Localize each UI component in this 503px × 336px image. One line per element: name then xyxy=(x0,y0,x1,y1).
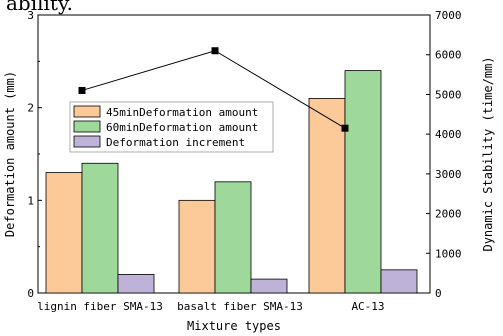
bar-3-3 xyxy=(380,269,418,294)
x-axis: lignin fiber SMA-13 basalt fiber SMA-13 AC… xyxy=(37,300,384,313)
x-axis-title: Mixture types xyxy=(187,319,281,333)
bar-2-3 xyxy=(344,70,382,294)
bar-1-3 xyxy=(308,98,346,294)
legend-label-3: Deformation increment xyxy=(106,136,245,149)
dynamic-stability-point-1 xyxy=(78,86,86,94)
bar-1-2 xyxy=(178,199,216,294)
bar-1-1 xyxy=(45,172,83,294)
dynamic-stability-point-2 xyxy=(211,47,219,55)
bar-2-1 xyxy=(81,162,119,294)
left-tick-label: 1 xyxy=(27,194,34,207)
x-tick-label: lignin fiber SMA-13 xyxy=(37,300,163,313)
right-tick-label: 6000 xyxy=(435,49,462,62)
right-tick-label: 2000 xyxy=(435,208,462,221)
right-tick-label: 4000 xyxy=(435,128,462,141)
legend: 45minDeformation amount 60minDeformation … xyxy=(69,101,274,153)
x-tick-label: AC-13 xyxy=(351,300,384,313)
dynamic-stability-point-3 xyxy=(341,124,349,132)
right-y-axis: 0 1000 2000 3000 4000 5000 6000 7000 xyxy=(426,9,462,300)
bar-3-2 xyxy=(250,278,288,294)
legend-swatch-3 xyxy=(73,135,101,148)
bars-group xyxy=(45,70,418,294)
right-tick-label: 3000 xyxy=(435,168,462,181)
y2-axis-title: Dynamic Stability (time/mm) xyxy=(481,56,495,251)
bar-2-2 xyxy=(214,181,252,294)
left-tick-label: 2 xyxy=(27,102,34,115)
legend-label-2: 60minDeformation amount xyxy=(106,121,258,134)
x-tick-label: basalt fiber SMA-13 xyxy=(177,300,303,313)
left-tick-label: 0 xyxy=(27,287,34,300)
legend-swatch-1 xyxy=(73,105,101,118)
left-y-axis: 0 1 2 3 xyxy=(27,9,42,300)
right-tick-label: 0 xyxy=(435,287,442,300)
legend-box xyxy=(69,101,274,153)
bar-3-1 xyxy=(117,274,155,294)
dynamic-stability-line xyxy=(78,47,349,132)
right-tick-label: 1000 xyxy=(435,247,462,260)
y-axis-title: Deformation amount (mm) xyxy=(3,71,17,237)
legend-label-1: 45minDeformation amount xyxy=(106,106,258,119)
legend-swatch-2 xyxy=(73,120,101,133)
right-tick-label: 5000 xyxy=(435,88,462,101)
right-tick-label: 7000 xyxy=(435,9,462,22)
left-tick-label: 3 xyxy=(27,9,34,22)
chart-title: ability. xyxy=(6,0,73,15)
